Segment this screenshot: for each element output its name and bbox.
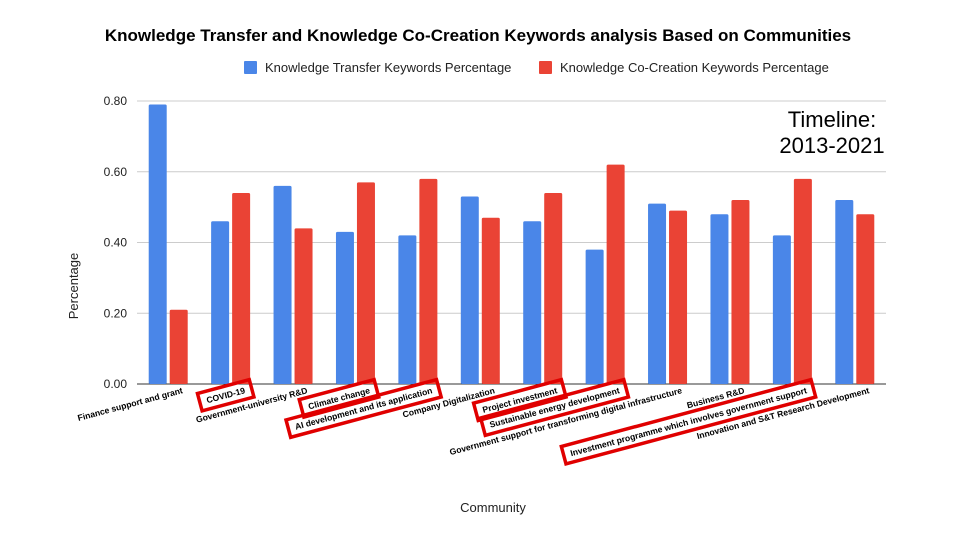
y-tick-label: 0.40 [104, 236, 128, 250]
highlight-box-covid-19 [195, 377, 257, 414]
bar-cocreation-innovation-and-s-t-research-development [856, 214, 875, 384]
category-label-finance-support-and-grant: Finance support and grant [76, 385, 183, 423]
legend-label-cocreation: Knowledge Co-Creation Keywords Percentag… [560, 60, 829, 75]
y-tick-label: 0.00 [104, 377, 128, 391]
bar-cocreation-covid-19 [232, 192, 251, 384]
bar-cocreation-government-university-r-d [294, 228, 313, 384]
bar-transfer-covid-19 [211, 221, 230, 384]
bar-transfer-innovation-and-s-t-research-development [835, 200, 854, 384]
bars [148, 104, 875, 384]
bar-transfer-climate-change [335, 231, 354, 384]
bar-transfer-company-digitalization [460, 196, 479, 384]
bar-transfer-government-university-r-d [273, 185, 292, 384]
highlight-box-climate-change [297, 377, 381, 420]
y-axis-ticks: 0.00 0.20 0.40 0.60 0.80 [104, 94, 128, 391]
highlight-box-investment-programme-which-involves-government-support [559, 377, 818, 467]
y-tick-label: 0.80 [104, 94, 128, 108]
bar-cocreation-project-investment [544, 192, 563, 384]
bar-cocreation-business-r-d [731, 200, 750, 384]
x-axis-label: Community [460, 500, 526, 515]
legend-swatch-transfer [244, 61, 257, 74]
bar-transfer-project-investment [523, 221, 542, 384]
y-tick-label: 0.20 [104, 306, 128, 320]
legend-swatch-cocreation [539, 61, 552, 74]
bar-cocreation-climate-change [356, 182, 375, 384]
highlight-box-sustainable-energy-development [478, 377, 631, 438]
bar-transfer-government-support-for-transforming-digital-infrastructure [648, 203, 667, 384]
bar-transfer-business-r-d [710, 214, 729, 384]
gridlines [137, 100, 886, 385]
y-tick-label: 0.60 [104, 165, 128, 179]
y-axis-label: Percentage [66, 253, 81, 320]
highlight-boxes [195, 377, 818, 467]
chart-title: Knowledge Transfer and Knowledge Co-Crea… [105, 26, 851, 45]
bar-cocreation-government-support-for-transforming-digital-infrastructure [669, 210, 688, 384]
bar-transfer-ai-development-and-its-application [398, 235, 417, 384]
bar-cocreation-ai-development-and-its-application [419, 178, 438, 384]
bar-cocreation-finance-support-and-grant [169, 309, 188, 384]
bar-transfer-finance-support-and-grant [148, 104, 167, 384]
bar-cocreation-sustainable-energy-development [606, 164, 625, 384]
bar-transfer-investment-programme-which-involves-government-support [772, 235, 791, 384]
bar-cocreation-company-digitalization [481, 217, 500, 384]
legend: Knowledge Transfer Keywords Percentage K… [244, 60, 829, 75]
legend-label-transfer: Knowledge Transfer Keywords Percentage [265, 60, 511, 75]
highlight-box-ai-development-and-its-application [283, 377, 444, 440]
timeline-annotation-line2: 2013-2021 [779, 133, 884, 158]
bar-transfer-sustainable-energy-development [585, 249, 604, 384]
highlight-box-project-investment [471, 377, 569, 423]
bar-cocreation-investment-programme-which-involves-government-support [793, 178, 812, 384]
timeline-annotation-line1: Timeline: [788, 107, 876, 132]
